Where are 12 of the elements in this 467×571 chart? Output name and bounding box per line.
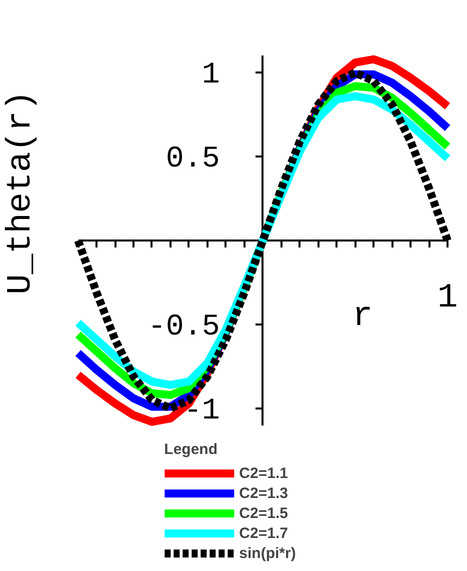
- legend-label: sin(pi*r): [239, 544, 296, 562]
- y-axis-title: U_theta(r): [2, 90, 40, 295]
- y-tick-label: 0.5: [166, 142, 220, 177]
- legend-label: C2=1.1: [239, 464, 288, 482]
- y-tick-label: 1: [202, 58, 220, 93]
- y-tick-label: -1: [184, 394, 220, 428]
- legend-label: C2=1.3: [239, 484, 288, 502]
- legend-title: Legend: [164, 441, 218, 458]
- x-axis-title: r: [352, 298, 373, 336]
- legend-label: C2=1.7: [239, 524, 288, 542]
- legend-label: C2=1.5: [239, 504, 288, 522]
- y-tick-label: -0.5: [148, 310, 220, 344]
